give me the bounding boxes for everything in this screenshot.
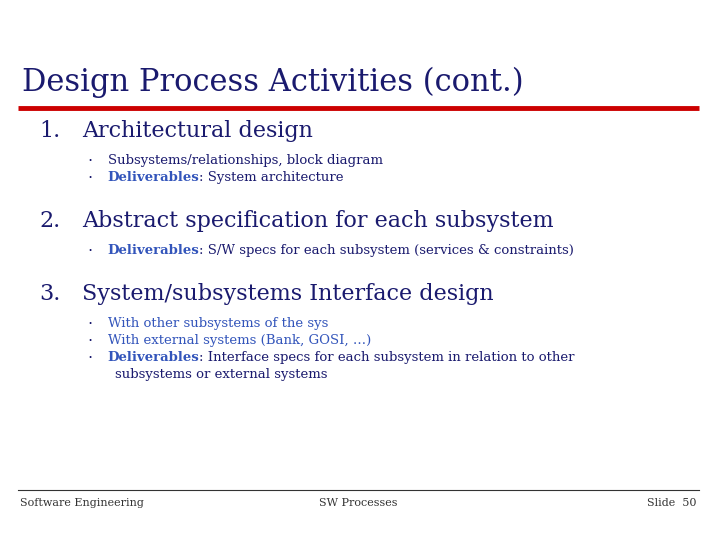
Text: Slide  50: Slide 50 <box>647 498 697 508</box>
Text: Design Process Activities (cont.): Design Process Activities (cont.) <box>22 67 523 98</box>
Text: ·: · <box>87 154 92 169</box>
Text: 3.: 3. <box>39 283 61 305</box>
Text: With external systems (Bank, GOSI, …): With external systems (Bank, GOSI, …) <box>108 334 371 347</box>
Text: With other subsystems of the sys: With other subsystems of the sys <box>108 317 328 330</box>
Text: ·: · <box>87 244 92 259</box>
Text: SW Processes: SW Processes <box>319 498 398 508</box>
Text: : Interface specs for each subsystem in relation to other: : Interface specs for each subsystem in … <box>199 351 575 364</box>
Text: Abstract specification for each subsystem: Abstract specification for each subsyste… <box>82 210 554 232</box>
Text: Deliverables: Deliverables <box>108 351 199 364</box>
Text: Deliverables: Deliverables <box>108 171 199 184</box>
Text: ·: · <box>87 317 92 332</box>
Text: Deliverables: Deliverables <box>108 244 199 257</box>
Text: ·: · <box>87 351 92 366</box>
Text: ·: · <box>87 171 92 186</box>
Text: Software Engineering: Software Engineering <box>20 498 144 508</box>
Text: : S/W specs for each subsystem (services & constraints): : S/W specs for each subsystem (services… <box>199 244 574 257</box>
Text: ·: · <box>87 334 92 349</box>
Text: 1.: 1. <box>39 120 61 142</box>
Text: Architectural design: Architectural design <box>82 120 313 142</box>
Text: subsystems or external systems: subsystems or external systems <box>115 368 327 381</box>
Text: : System architecture: : System architecture <box>199 171 343 184</box>
Text: System/subsystems Interface design: System/subsystems Interface design <box>82 283 494 305</box>
Text: Subsystems/relationships, block diagram: Subsystems/relationships, block diagram <box>108 154 383 167</box>
Text: 2.: 2. <box>39 210 61 232</box>
